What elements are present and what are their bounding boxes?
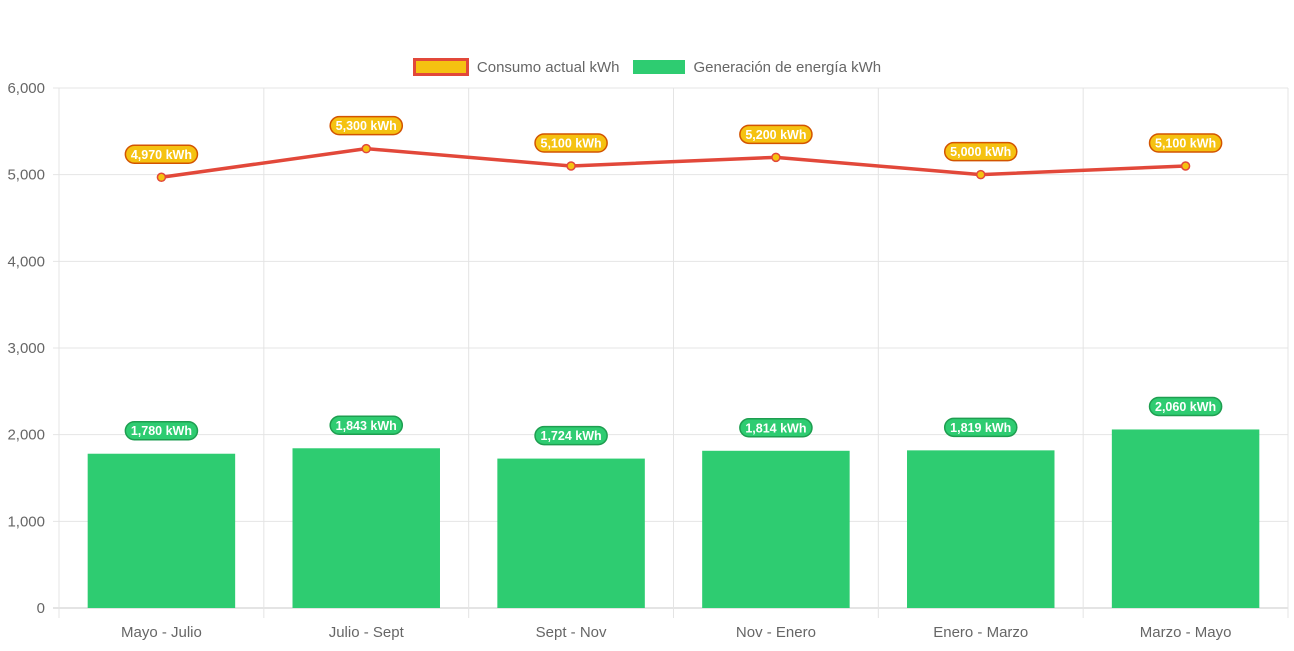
bar-data-label: 1,819 kWh — [950, 421, 1011, 435]
bar-data-label-bg — [943, 417, 1018, 438]
legend-swatch-generacion — [633, 60, 686, 74]
legend-label-generacion: Generación de energía kWh — [693, 58, 882, 76]
bar — [497, 458, 645, 608]
line-data-label-bg — [739, 124, 813, 145]
line-data-label: 5,300 kWh — [336, 119, 397, 133]
line-data-label: 5,000 kWh — [950, 145, 1011, 159]
bar-data-label-bg — [1148, 396, 1223, 417]
bar-data-label-bg — [739, 418, 813, 438]
bar-data-label: 1,814 kWh — [745, 421, 806, 435]
legend-item-consumo[interactable]: Consumo actual kWh — [412, 58, 620, 76]
bar — [1111, 429, 1260, 608]
bar — [702, 450, 850, 608]
line-point — [566, 161, 576, 171]
bar-data-label-bg — [534, 425, 608, 446]
line-data-label-bg — [124, 144, 199, 165]
bar-data-label-bg — [329, 415, 404, 436]
bar-data-label: 1,780 kWh — [131, 424, 192, 438]
legend-item-generacion[interactable]: Generación de energía kWh — [633, 59, 881, 76]
bar — [292, 448, 440, 608]
legend-swatch-consumo — [412, 58, 469, 76]
bar-data-label: 2,060 kWh — [1155, 400, 1216, 414]
x-tick-label: Julio - Sept — [329, 624, 405, 641]
y-tick-label: 2,000 — [7, 427, 45, 444]
x-tick-label: Mayo - Julio — [121, 624, 202, 641]
line-point — [771, 152, 781, 163]
line-point — [976, 169, 986, 180]
line-data-label: 4,970 kWh — [131, 148, 192, 162]
line-data-label-bg — [534, 133, 608, 153]
y-tick-label: 6,000 — [7, 80, 45, 97]
line-data-label: 5,100 kWh — [541, 137, 602, 151]
x-tick-label: Enero - Marzo — [933, 624, 1028, 641]
line-data-label: 5,200 kWh — [745, 128, 806, 142]
legend-label-consumo: Consumo actual kWh — [476, 58, 620, 76]
bar-data-label: 1,724 kWh — [541, 429, 602, 443]
y-tick-label: 5,000 — [7, 167, 45, 184]
y-tick-label: 0 — [37, 600, 45, 617]
bar-data-label-bg — [124, 420, 199, 441]
bar-data-label: 1,843 kWh — [336, 419, 397, 433]
x-tick-label: Sept - Nov — [536, 624, 607, 641]
legend: Consumo actual kWh Generación de energía… — [0, 56, 1294, 78]
bar — [907, 450, 1055, 608]
y-tick-label: 3,000 — [7, 340, 45, 357]
line-point — [156, 172, 167, 183]
bar — [87, 453, 236, 608]
line-data-label-bg — [329, 115, 404, 136]
x-tick-label: Marzo - Mayo — [1140, 624, 1232, 641]
line-data-label-bg — [943, 141, 1018, 162]
line-data-label-bg — [1148, 133, 1223, 153]
x-tick-label: Nov - Enero — [736, 624, 816, 641]
line-point — [1180, 161, 1191, 171]
line-point — [361, 143, 371, 154]
line-data-label: 5,100 kWh — [1155, 137, 1216, 151]
y-tick-label: 1,000 — [7, 513, 45, 530]
line-series — [161, 146, 1186, 179]
y-tick-label: 4,000 — [7, 253, 45, 270]
